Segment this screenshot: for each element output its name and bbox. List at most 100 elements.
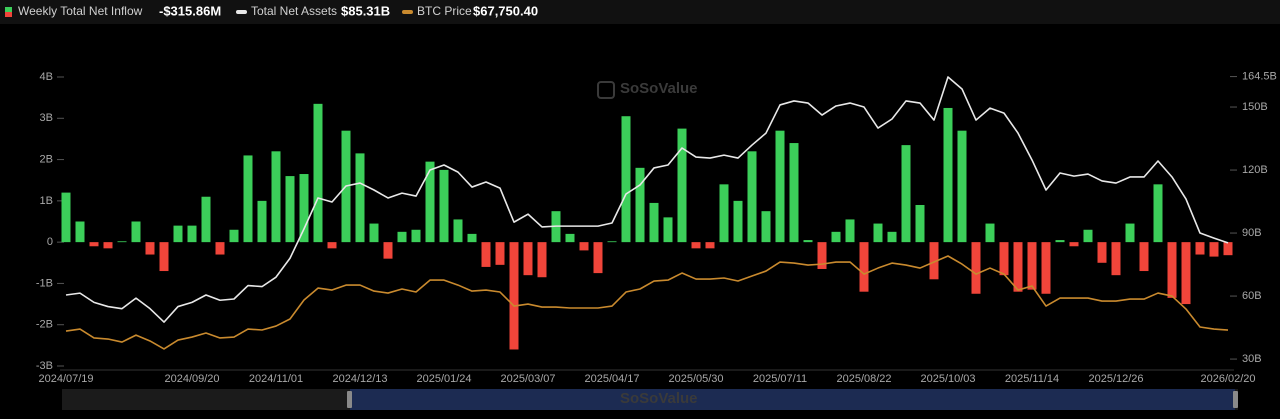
- navigator-handle[interactable]: [1233, 391, 1238, 408]
- bar: [789, 143, 799, 243]
- navigator-handle[interactable]: [347, 391, 352, 408]
- bar: [1013, 242, 1023, 292]
- bar: [747, 151, 757, 243]
- y-tick-label: 1B: [40, 195, 53, 207]
- watermark: SoSoValue: [620, 80, 698, 97]
- bar: [999, 242, 1009, 276]
- bar: [537, 242, 547, 278]
- legend-icon: [236, 10, 247, 14]
- bar: [1223, 242, 1233, 256]
- bar: [397, 231, 407, 243]
- bar: [1195, 242, 1205, 255]
- bar: [943, 107, 953, 243]
- bar: [915, 204, 925, 243]
- bar: [411, 229, 421, 243]
- bar: [215, 242, 225, 255]
- legend-bar: [0, 0, 1280, 24]
- x-tick-label: 2024/11/01: [249, 373, 303, 385]
- bar: [1111, 242, 1121, 276]
- bar: [131, 221, 141, 243]
- bar: [243, 155, 253, 243]
- bar: [719, 184, 729, 243]
- x-tick-label: 2026/02/20: [1200, 373, 1255, 385]
- y2-tick-label: 164.5B: [1242, 70, 1277, 82]
- bar: [229, 229, 239, 243]
- x-tick-label: 2025/01/24: [416, 373, 471, 385]
- bar: [859, 242, 869, 292]
- x-tick-label: 2025/04/17: [584, 373, 639, 385]
- y2-tick-label: 120B: [1242, 164, 1268, 176]
- legend-value: $85.31B: [341, 3, 390, 18]
- y2-tick-label: 150B: [1242, 101, 1268, 113]
- y-tick-label: -1B: [36, 277, 53, 289]
- x-tick-label: 2025/03/07: [500, 373, 555, 385]
- y-tick-label: 3B: [40, 112, 53, 124]
- bar: [705, 242, 715, 249]
- bar: [775, 130, 785, 243]
- bar: [649, 202, 659, 243]
- x-tick-label: 2025/05/30: [668, 373, 723, 385]
- x-tick-label: 2025/11/14: [1005, 373, 1059, 385]
- y-tick-label: -2B: [36, 319, 53, 331]
- bar: [803, 240, 813, 243]
- bar: [1125, 223, 1135, 243]
- bar: [607, 241, 617, 243]
- bar: [495, 242, 505, 265]
- bar: [1181, 242, 1191, 305]
- bar: [1055, 240, 1065, 243]
- y-tick-label: -3B: [36, 360, 53, 372]
- bar: [117, 241, 127, 243]
- watermark: SoSoValue: [620, 390, 698, 407]
- bar: [145, 242, 155, 255]
- bar: [663, 217, 673, 243]
- bar: [565, 233, 575, 243]
- bar: [1139, 242, 1149, 272]
- bar: [439, 169, 449, 243]
- bar: [75, 221, 85, 243]
- line: [65, 76, 1229, 323]
- bar: [481, 242, 491, 267]
- bar: [509, 242, 519, 350]
- bar: [425, 161, 435, 243]
- legend-label[interactable]: Total Net Assets: [251, 4, 337, 18]
- bar: [187, 225, 197, 243]
- bar: [901, 145, 911, 243]
- bar: [691, 242, 701, 249]
- x-tick-label: 2024/07/19: [38, 373, 93, 385]
- bar: [845, 219, 855, 243]
- bar: [1041, 242, 1051, 294]
- x-tick-label: 2024/12/13: [332, 373, 387, 385]
- y-tick-label: 0: [47, 236, 53, 248]
- x-tick-label: 2025/10/03: [920, 373, 975, 385]
- legend-label[interactable]: BTC Price: [417, 4, 472, 18]
- bar: [89, 242, 99, 247]
- line: [65, 255, 1229, 350]
- bar: [1083, 229, 1093, 243]
- bar: [831, 231, 841, 243]
- bar: [1209, 242, 1219, 257]
- bar: [383, 242, 393, 259]
- watermark-logo: [597, 81, 615, 99]
- bar: [1097, 242, 1107, 263]
- x-tick-label: 2025/07/11: [753, 373, 807, 385]
- bar: [201, 196, 211, 243]
- bar: [173, 225, 183, 243]
- bar: [453, 219, 463, 243]
- bar: [621, 116, 631, 243]
- y-tick-label: 2B: [40, 153, 53, 165]
- bar: [971, 242, 981, 294]
- legend-value: -$315.86M: [159, 3, 221, 18]
- bar: [677, 128, 687, 243]
- bar: [285, 176, 295, 243]
- bar: [271, 151, 281, 243]
- legend-label[interactable]: Weekly Total Net Inflow: [18, 4, 143, 18]
- bar: [873, 223, 883, 243]
- bar: [1069, 242, 1079, 247]
- bar: [1153, 184, 1163, 243]
- x-tick-label: 2024/09/20: [164, 373, 219, 385]
- navigator-range[interactable]: [350, 389, 1235, 410]
- x-tick-label: 2025/12/26: [1088, 373, 1143, 385]
- bar: [523, 242, 533, 276]
